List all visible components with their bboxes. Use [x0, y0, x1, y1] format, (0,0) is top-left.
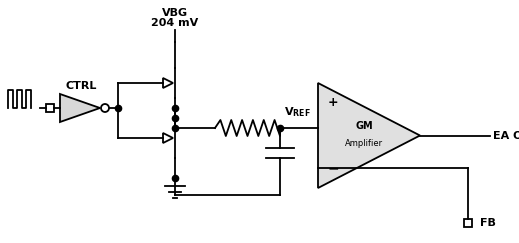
Text: $\mathbf{V_{REF}}$: $\mathbf{V_{REF}}$ — [284, 105, 311, 119]
Circle shape — [101, 104, 109, 112]
Polygon shape — [60, 94, 100, 122]
Text: FB: FB — [480, 218, 496, 228]
Text: −: − — [328, 161, 339, 175]
Text: +: + — [328, 96, 338, 109]
Text: GM: GM — [355, 121, 373, 130]
Text: 204 mV: 204 mV — [152, 18, 199, 28]
Text: Amplifier: Amplifier — [345, 139, 383, 148]
Text: VBG: VBG — [162, 8, 188, 18]
Polygon shape — [163, 78, 173, 88]
Polygon shape — [318, 83, 420, 188]
Text: CTRL: CTRL — [65, 81, 97, 91]
Text: EA Output: EA Output — [493, 130, 519, 140]
